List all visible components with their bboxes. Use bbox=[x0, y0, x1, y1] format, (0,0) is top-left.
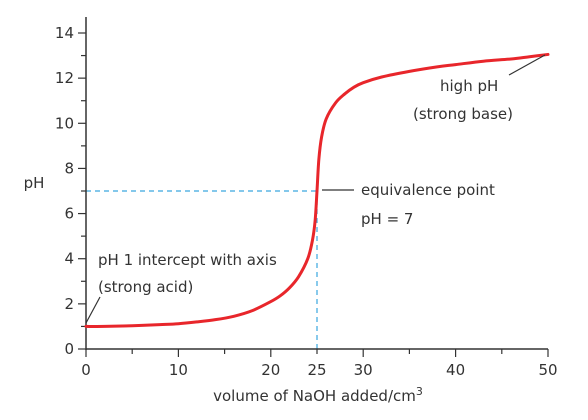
y-tick-label: 0 bbox=[64, 340, 74, 358]
strong-acid-leader-line bbox=[85, 296, 101, 324]
x-ticks: 0 10 20 25 30 40 50 bbox=[81, 349, 558, 379]
y-ticks: 0 2 4 6 8 10 12 14 bbox=[55, 24, 86, 358]
strong-acid-label: pH 1 intercept with axis bbox=[98, 251, 277, 269]
y-tick-label: 6 bbox=[64, 205, 74, 223]
annotation-strong-acid: pH 1 intercept with axis (strong acid) bbox=[85, 251, 277, 324]
x-tick-label: 25 bbox=[307, 361, 326, 379]
y-tick-label: 14 bbox=[55, 24, 74, 42]
equivalence-ph-label: pH = 7 bbox=[361, 210, 413, 228]
high-ph-leader-line bbox=[508, 54, 546, 76]
high-ph-subtitle: (strong base) bbox=[413, 105, 513, 123]
x-axis-title-text: volume of NaOH added/cm bbox=[213, 387, 416, 405]
y-tick-label: 8 bbox=[64, 159, 74, 177]
y-tick-label: 2 bbox=[64, 295, 74, 313]
equivalence-point-label: equivalence point bbox=[361, 181, 495, 199]
high-ph-label: high pH bbox=[440, 77, 498, 95]
x-tick-label: 40 bbox=[446, 361, 465, 379]
x-tick-label: 0 bbox=[81, 361, 91, 379]
x-tick-label: 50 bbox=[538, 361, 557, 379]
titration-curve bbox=[84, 52, 550, 328]
y-tick-label: 12 bbox=[55, 69, 74, 87]
x-tick-label: 10 bbox=[169, 361, 188, 379]
x-tick-label: 30 bbox=[354, 361, 373, 379]
annotation-equivalence-point: equivalence point pH = 7 bbox=[322, 181, 495, 228]
reference-lines bbox=[86, 190, 318, 349]
strong-acid-subtitle: (strong acid) bbox=[98, 278, 193, 296]
x-axis-title-superscript: 3 bbox=[416, 385, 423, 398]
annotation-high-ph: high pH (strong base) bbox=[413, 54, 546, 123]
x-axis-title: volume of NaOH added/cm3 bbox=[213, 385, 423, 405]
y-tick-label: 10 bbox=[55, 114, 74, 132]
y-tick-label: 4 bbox=[64, 250, 74, 268]
x-tick-label: 20 bbox=[261, 361, 280, 379]
y-axis-title: pH bbox=[24, 174, 45, 192]
